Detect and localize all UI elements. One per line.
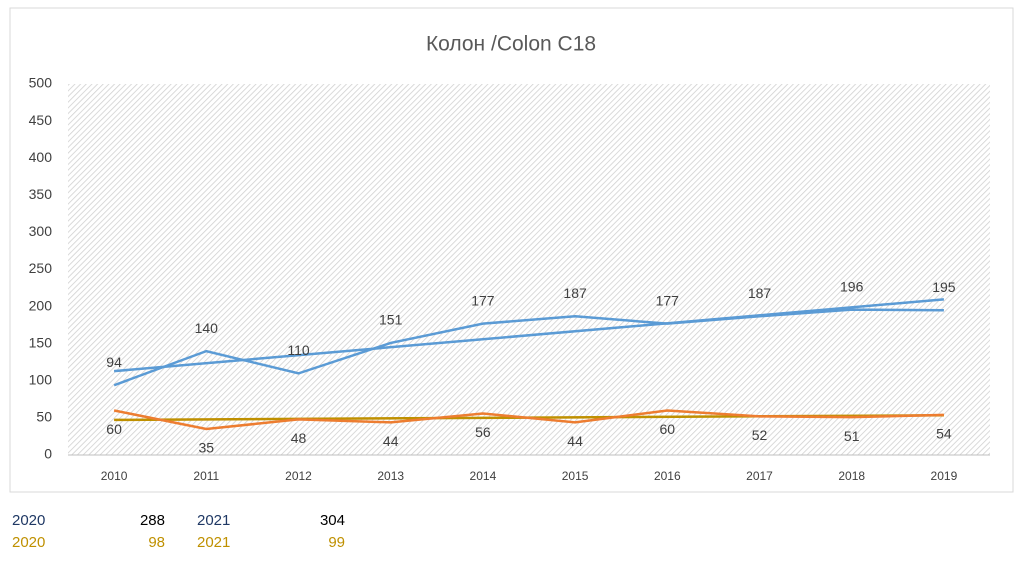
footer-cell: 288	[140, 512, 165, 529]
y-tick-label: 300	[29, 223, 53, 239]
data-label: 44	[383, 433, 399, 449]
y-tick-label: 400	[29, 149, 53, 165]
footer-cell: 2021	[197, 512, 230, 529]
data-label: 187	[563, 285, 587, 301]
data-label: 94	[106, 354, 122, 370]
data-label: 44	[567, 433, 583, 449]
x-tick-label: 2015	[562, 469, 589, 483]
y-tick-label: 450	[29, 112, 53, 128]
data-label: 140	[195, 320, 219, 336]
x-tick-label: 2017	[746, 469, 773, 483]
footer-cell: 304	[320, 512, 345, 529]
data-line	[113, 308, 944, 387]
x-tick-label: 2012	[285, 469, 312, 483]
y-tick-label: 100	[29, 372, 53, 388]
data-label: 177	[471, 292, 495, 308]
y-tick-label: 150	[29, 334, 53, 350]
data-label: 54	[936, 426, 952, 442]
data-label: 177	[656, 292, 680, 308]
data-label: 151	[379, 312, 403, 328]
y-tick-label: 250	[29, 260, 53, 276]
data-label: 195	[932, 279, 956, 295]
x-tick-label: 2014	[470, 469, 497, 483]
data-label: 48	[291, 430, 307, 446]
data-label: 196	[840, 278, 864, 294]
footer-cell: 2020	[12, 512, 45, 529]
footer-cell: 98	[148, 534, 165, 551]
chart-title: Колон /Colon C18	[426, 33, 596, 56]
y-tick-label: 500	[29, 75, 53, 91]
footer-cell: 99	[328, 534, 345, 551]
data-label: 110	[287, 342, 310, 358]
footer-cell: 2021	[197, 534, 230, 551]
x-tick-label: 2011	[193, 469, 219, 483]
x-tick-label: 2018	[838, 469, 865, 483]
x-tick-label: 2019	[931, 469, 958, 483]
y-tick-label: 200	[29, 297, 53, 313]
data-label: 51	[844, 428, 860, 444]
data-label: 60	[106, 421, 122, 437]
data-label: 60	[660, 421, 676, 437]
data-line	[113, 409, 944, 431]
y-tick-label: 0	[44, 446, 52, 462]
y-tick-label: 350	[29, 186, 53, 202]
plot-area	[68, 84, 990, 455]
y-tick-label: 50	[36, 409, 52, 425]
x-tick-label: 2016	[654, 469, 681, 483]
trendline	[113, 298, 945, 373]
data-label: 52	[752, 427, 768, 443]
footer-cell: 2020	[12, 534, 45, 551]
data-label: 187	[748, 285, 772, 301]
x-tick-label: 2010	[101, 469, 128, 483]
data-label: 35	[199, 440, 215, 456]
data-label: 56	[475, 424, 491, 440]
x-tick-label: 2013	[377, 469, 404, 483]
